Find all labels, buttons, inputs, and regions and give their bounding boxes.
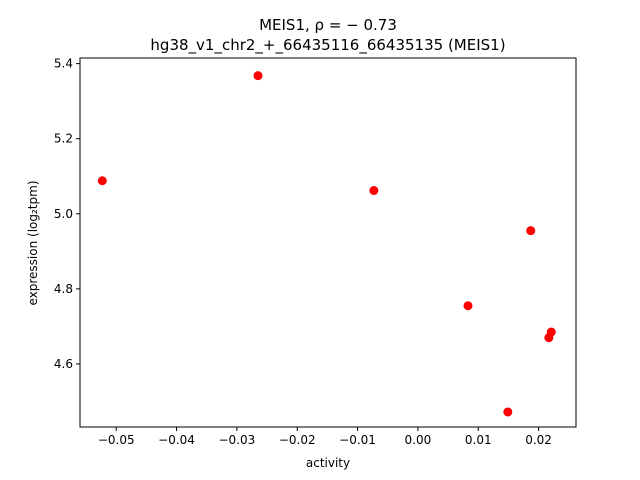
y-tick-label: 4.8: [54, 282, 73, 296]
x-tick-label: −0.03: [218, 433, 255, 447]
x-tick-label: 0.01: [465, 433, 492, 447]
y-axis-ticks: 4.6 4.8 5.0 5.2 5.4: [54, 57, 80, 371]
x-tick-label: 0.00: [405, 433, 432, 447]
y-tick-label: 5.0: [54, 207, 73, 221]
x-tick-label: −0.02: [279, 433, 316, 447]
axes-frame: [79, 57, 577, 428]
x-axis-ticks: −0.05 −0.04 −0.03 −0.02 −0.01 0.00 0.01 0.02: [98, 427, 552, 447]
data-point: [253, 71, 263, 81]
y-axis-label: expression (log₂tpm): [26, 180, 40, 305]
x-tick-label: 0.02: [525, 433, 552, 447]
chart-title-line-1: MEIS1, ρ = − 0.73: [259, 16, 397, 34]
x-tick-label: −0.04: [158, 433, 195, 447]
y-tick-label: 4.6: [54, 357, 73, 371]
data-point: [503, 407, 513, 417]
data-point: [546, 327, 556, 337]
data-point: [463, 301, 473, 311]
y-tick-label: 5.2: [54, 132, 73, 146]
x-tick-label: −0.01: [339, 433, 376, 447]
data-point: [369, 186, 379, 196]
data-point: [526, 226, 536, 236]
data-point: [97, 176, 107, 186]
chart-title-line-2: hg38_v1_chr2_+_66435116_66435135 (MEIS1): [150, 36, 505, 55]
x-tick-label: −0.05: [98, 433, 135, 447]
data-points: [97, 71, 556, 417]
y-tick-label: 5.4: [54, 57, 73, 71]
x-axis-label: activity: [306, 456, 350, 470]
